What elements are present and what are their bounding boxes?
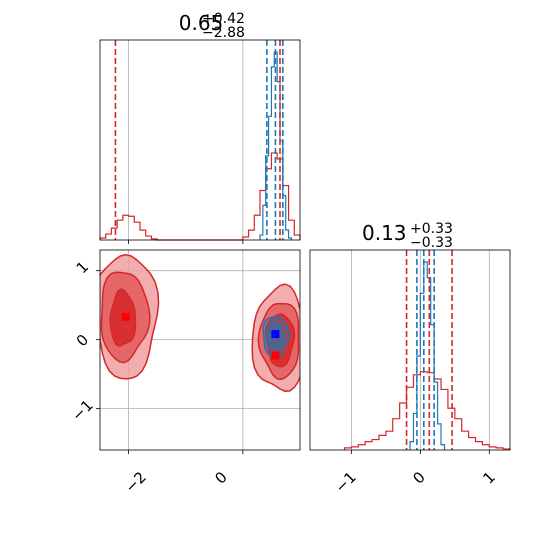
joint-marker-2 (121, 312, 130, 321)
x2-tick-label-1: 1 (479, 468, 498, 487)
joint-marker-1 (271, 351, 280, 360)
title-param2-sub: −0.33 (410, 235, 453, 251)
x1-tick-label-neg2: −2 (121, 468, 149, 496)
right-hist-frame (309, 249, 511, 451)
right-hist-hist-blue-1 (409, 261, 446, 450)
y2-tick-label-1: 1 (73, 258, 92, 277)
title-param2-sup: +0.33 (410, 221, 453, 237)
panel-right-histogram (309, 249, 511, 454)
joint-frame (99, 249, 301, 451)
joint-contours (100, 253, 300, 392)
joint-marker-0 (271, 330, 280, 339)
y2-tick-label-neg1: −1 (68, 396, 96, 424)
x2-tick-label-neg1: −1 (331, 468, 359, 496)
x2-tick-label-0: 0 (409, 468, 428, 487)
panel-joint-contour (96, 249, 301, 454)
right-hist-hist-red-0 (343, 371, 511, 450)
top-hist-frame (99, 39, 301, 241)
top-hist-hist-red-0 (99, 152, 301, 241)
x1-tick-label-0: 0 (211, 468, 230, 487)
y2-tick-label-0: 0 (73, 331, 92, 350)
title-param1-main: 0.65 (179, 11, 224, 35)
title-param1: 0.65 (179, 11, 224, 35)
title-param1-sub: −2.88 (202, 25, 245, 41)
panel-top-histogram (99, 39, 301, 244)
title-param1-sup: +0.42 (202, 11, 245, 27)
title-param2-main: 0.13 (362, 221, 407, 245)
